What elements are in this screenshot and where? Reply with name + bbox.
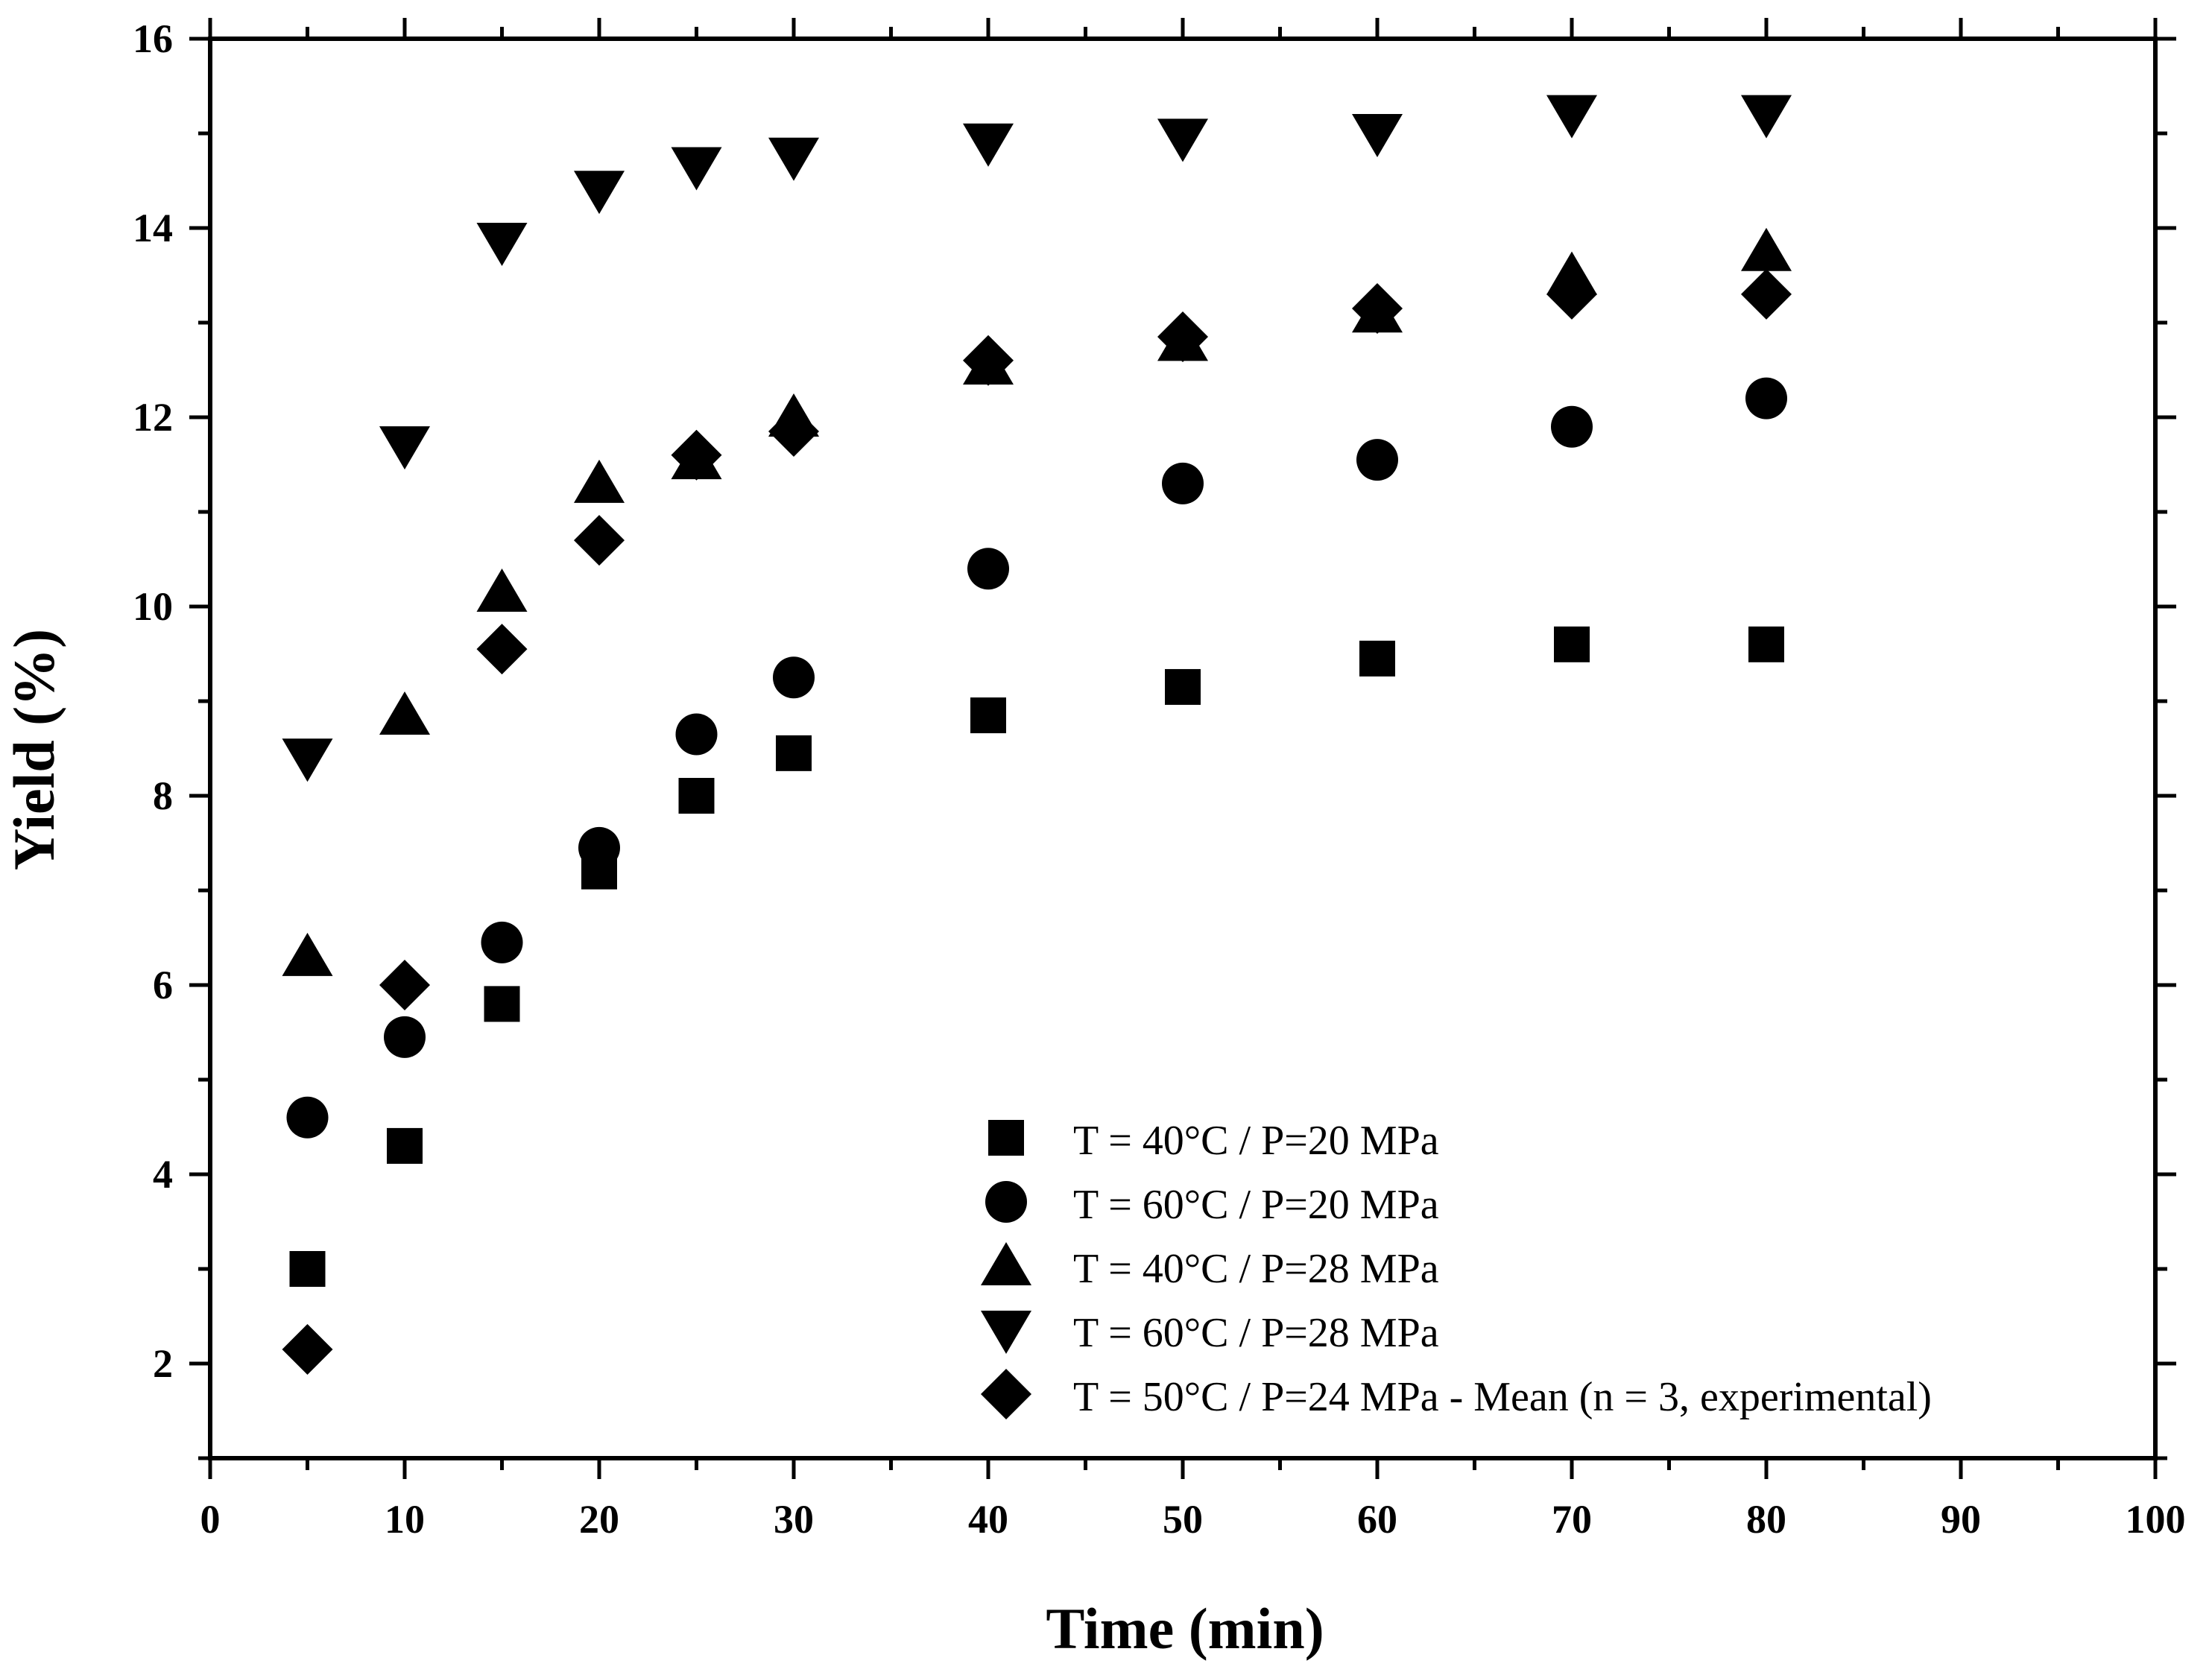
series-triangle-down xyxy=(282,95,1792,782)
data-point-square xyxy=(387,1127,423,1164)
data-point-diamond xyxy=(671,429,722,481)
legend: T = 40°C / P=20 MPa T = 60°C / P=20 MPa T … xyxy=(981,1118,1932,1420)
y-axis-title: Yield (%) xyxy=(1,629,66,870)
data-point-circle xyxy=(967,548,1009,590)
data-point-square xyxy=(1359,640,1395,677)
data-point-circle xyxy=(1745,377,1787,420)
data-point-triangle-down xyxy=(671,147,722,191)
data-point-circle xyxy=(286,1096,329,1139)
legend-entry: T = 50°C / P=24 MPa - Mean (n = 3, exper… xyxy=(981,1369,1932,1420)
legend-marker-diamond xyxy=(981,1369,1031,1419)
legend-entry: T = 40°C / P=20 MPa xyxy=(988,1118,1439,1164)
y-tick-label: 2 xyxy=(153,1341,173,1386)
data-point-square xyxy=(776,735,812,771)
x-tick-label: 10 xyxy=(385,1497,425,1542)
legend-entry: T = 40°C / P=28 MPa xyxy=(981,1242,1439,1292)
legend-label: T = 60°C / P=20 MPa xyxy=(1073,1182,1439,1228)
x-tick-label: 30 xyxy=(774,1497,814,1542)
x-tick-label: 20 xyxy=(579,1497,619,1542)
legend-marker-triangle-up xyxy=(981,1242,1031,1285)
data-point-triangle-down xyxy=(1157,118,1208,162)
legend-entry: T = 60°C / P=20 MPa xyxy=(985,1181,1439,1228)
legend-label: T = 50°C / P=24 MPa - Mean (n = 3, exper… xyxy=(1073,1374,1932,1420)
data-point-circle xyxy=(481,921,523,963)
data-point-triangle-up xyxy=(282,932,333,976)
y-tick-label: 14 xyxy=(133,206,173,250)
x-tick-label: 40 xyxy=(968,1497,1008,1542)
y-tick-label: 16 xyxy=(133,16,173,61)
data-point-triangle-down xyxy=(1546,95,1597,139)
legend-label: T = 40°C / P=20 MPa xyxy=(1073,1118,1439,1164)
series-diamond xyxy=(282,268,1792,1375)
data-point-triangle-down xyxy=(476,223,528,267)
data-point-diamond xyxy=(1546,268,1597,320)
data-point-triangle-up xyxy=(1741,227,1792,271)
data-point-diamond xyxy=(768,406,819,458)
data-point-diamond xyxy=(476,624,528,675)
data-point-triangle-up xyxy=(379,691,430,735)
data-point-circle xyxy=(384,1016,426,1058)
data-point-square xyxy=(484,986,520,1022)
data-point-square xyxy=(289,1251,326,1287)
data-point-triangle-down xyxy=(1741,95,1792,139)
y-tick-label: 4 xyxy=(153,1152,173,1197)
axes-layer: 0 10 20 30 40 50 60 70 80 90 100 2 4 6 8 10 12 14 16 xyxy=(133,16,2186,1542)
data-point-triangle-up xyxy=(476,568,528,612)
series-circle xyxy=(286,377,1787,1139)
data-point-triangle-down xyxy=(379,426,430,470)
data-point-square xyxy=(1165,668,1201,705)
data-point-triangle-down xyxy=(574,171,625,215)
x-tick-label: 70 xyxy=(1552,1497,1592,1542)
data-point-triangle-down xyxy=(768,137,819,181)
legend-entry: T = 60°C / P=28 MPa xyxy=(981,1310,1439,1356)
data-point-circle xyxy=(578,826,620,869)
data-point-triangle-down xyxy=(963,123,1014,167)
y-tick-label: 8 xyxy=(153,773,173,818)
legend-marker-square xyxy=(988,1120,1024,1156)
x-tick-label: 80 xyxy=(1746,1497,1786,1542)
data-point-triangle-down xyxy=(1352,114,1403,157)
data-point-square xyxy=(678,778,715,814)
y-tick-label: 10 xyxy=(133,584,173,629)
y-tick-label: 6 xyxy=(153,963,173,1007)
y-tick-label: 12 xyxy=(133,395,173,440)
x-tick-label: 0 xyxy=(200,1497,221,1542)
x-tick-label: 60 xyxy=(1357,1497,1397,1542)
data-point-circle xyxy=(675,713,718,756)
data-point-circle xyxy=(773,656,815,699)
data-point-square xyxy=(970,697,1006,734)
data-point-diamond xyxy=(282,1323,333,1375)
legend-marker-circle xyxy=(985,1181,1027,1223)
data-point-circle xyxy=(1162,462,1204,504)
data-point-circle xyxy=(1551,405,1593,448)
x-tick-label: 50 xyxy=(1163,1497,1203,1542)
data-point-diamond xyxy=(963,335,1014,386)
data-point-circle xyxy=(1356,439,1398,481)
data-point-square xyxy=(1748,626,1784,662)
data-point-diamond xyxy=(1157,311,1208,363)
data-point-triangle-down xyxy=(282,738,333,782)
legend-marker-triangle-down xyxy=(981,1311,1031,1354)
data-point-diamond xyxy=(574,515,625,566)
legend-label: T = 40°C / P=28 MPa xyxy=(1073,1246,1439,1292)
data-point-triangle-up xyxy=(574,459,625,503)
legend-label: T = 60°C / P=28 MPa xyxy=(1073,1310,1439,1356)
data-point-diamond xyxy=(1741,268,1792,320)
x-tick-label: 100 xyxy=(2126,1497,2186,1542)
data-point-diamond xyxy=(379,960,430,1010)
data-point-square xyxy=(1554,626,1590,662)
data-point-diamond xyxy=(1352,282,1403,334)
series-triangle-up xyxy=(282,227,1792,976)
x-tick-label: 90 xyxy=(1941,1497,1981,1542)
marks-layer xyxy=(282,95,1792,1375)
x-axis-title: Time (min) xyxy=(1046,1596,1324,1661)
